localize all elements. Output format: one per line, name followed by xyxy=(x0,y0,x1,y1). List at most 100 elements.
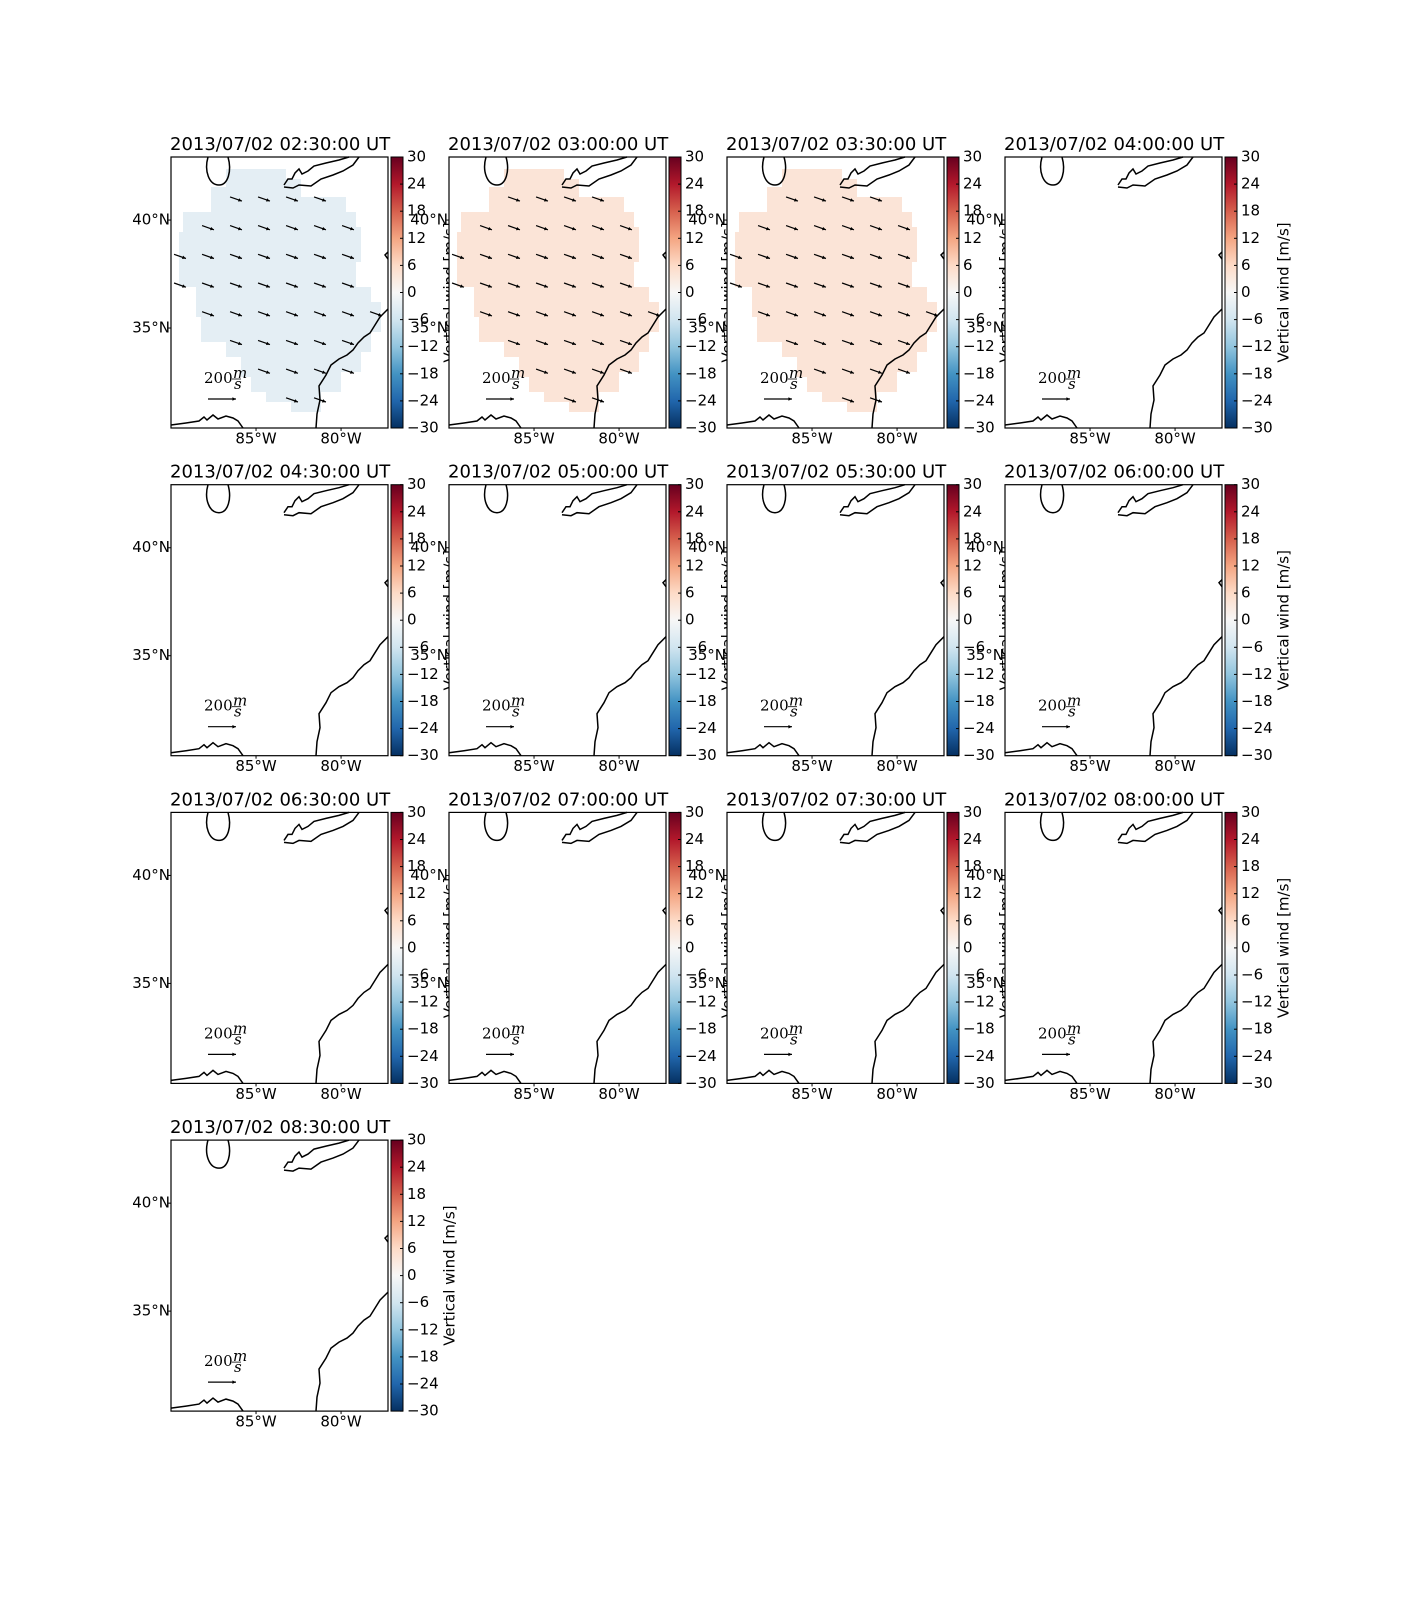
wind-arrow-head xyxy=(459,255,464,259)
coastline xyxy=(561,811,628,841)
colorbar-tick-label: 18 xyxy=(1241,857,1260,875)
field-region xyxy=(457,169,659,412)
coastline xyxy=(561,811,638,845)
coastline xyxy=(205,156,231,186)
quiver-key: 200 ms xyxy=(1038,364,1081,401)
wind-arrow xyxy=(869,339,883,346)
coastline xyxy=(315,1291,389,1412)
wind-arrow-head xyxy=(905,284,910,288)
wind-arrow xyxy=(285,253,299,260)
colorbar-tick-label: 12 xyxy=(685,229,704,247)
quiver-key-unit-denominator: s xyxy=(1068,703,1076,721)
quiver-key-arrow-head xyxy=(232,1052,236,1057)
wind-arrow xyxy=(313,397,327,403)
x-tick-label: 80°W xyxy=(320,757,362,775)
colorbar-tick-label: 12 xyxy=(685,557,704,575)
colorbar-tick-label: 24 xyxy=(407,1158,426,1176)
coastline xyxy=(283,811,360,845)
colorbar-tick-label: −18 xyxy=(407,692,439,710)
colorbar-tick-label: 24 xyxy=(1241,502,1260,520)
colorbar-tick-label: −18 xyxy=(407,1020,439,1038)
y-tick-label: 35°N xyxy=(966,646,1004,664)
quiver-key-arrow xyxy=(486,1052,514,1057)
coastline xyxy=(283,484,360,517)
wind-arrow xyxy=(341,339,355,346)
quiver-key-unit-numerator: m xyxy=(511,1019,525,1037)
y-tick-label: 35°N xyxy=(132,974,170,992)
wind-arrow-head xyxy=(265,284,270,288)
colorbar-tick-label: 30 xyxy=(1241,475,1260,493)
map-frame xyxy=(448,484,667,757)
map-background xyxy=(171,484,388,756)
quiver-key-unit-denominator: s xyxy=(512,1030,520,1048)
wind-arrow xyxy=(591,397,605,403)
coastline xyxy=(726,414,800,429)
coastline xyxy=(315,963,389,1084)
wind-arrow xyxy=(785,225,799,231)
wind-arrow-head xyxy=(209,284,214,288)
map-background xyxy=(1005,812,1222,1084)
wind-arrow-head xyxy=(487,226,492,231)
colorbar-tick-label: −24 xyxy=(407,1375,439,1393)
wind-arrow xyxy=(257,339,271,346)
wind-arrow xyxy=(813,282,827,288)
wind-arrow-head xyxy=(321,399,326,403)
y-tick-label: 35°N xyxy=(410,646,448,664)
colorbar-tick-label: 18 xyxy=(685,857,704,875)
quiver-key-value: 200 xyxy=(482,697,511,715)
colorbar-tick-label: 30 xyxy=(685,803,704,821)
wind-arrow-head xyxy=(265,313,270,317)
coastline xyxy=(384,579,389,588)
wind-arrow xyxy=(341,282,355,288)
colorbar-tick-label: 18 xyxy=(1241,529,1260,547)
colorbar-tick-label: −18 xyxy=(963,364,995,382)
colorbar-tick-label: 24 xyxy=(685,502,704,520)
wind-arrow-head xyxy=(209,313,214,317)
x-tick-label: 80°W xyxy=(320,430,362,448)
colorbar-tick-label: −24 xyxy=(685,391,717,409)
panel-title: 2013/07/02 05:30:00 UT xyxy=(726,462,947,483)
wind-arrow xyxy=(813,225,827,231)
wind-arrow xyxy=(897,282,911,288)
wind-arrow xyxy=(591,282,605,288)
colorbar-tick-label: 30 xyxy=(685,475,704,493)
wind-arrow xyxy=(591,225,605,231)
quiver-key-unit-denominator: s xyxy=(234,703,242,721)
wind-arrow-head xyxy=(849,341,854,346)
coastline xyxy=(761,484,787,514)
wind-arrow-head xyxy=(905,341,910,346)
wind-arrow-head xyxy=(877,198,882,202)
wind-arrow-head xyxy=(543,198,548,202)
colorbar-tick-label: −24 xyxy=(1241,719,1273,737)
quiver-key-unit-numerator: m xyxy=(1067,364,1081,382)
coastline xyxy=(1149,636,1223,756)
wind-arrow xyxy=(285,225,299,231)
coastline xyxy=(726,1069,800,1084)
wind-arrow-head xyxy=(849,226,854,231)
quiver-key-value: 200 xyxy=(204,697,233,715)
quiver-key-arrow xyxy=(208,1052,236,1057)
wind-arrow xyxy=(341,225,355,231)
colorbar-tick-label: −6 xyxy=(963,310,985,328)
colorbar-tick-label: 18 xyxy=(407,1185,426,1203)
field-region xyxy=(735,169,937,412)
wind-arrow xyxy=(201,311,215,317)
colorbar-tick-label: −6 xyxy=(685,310,707,328)
wind-arrow xyxy=(535,339,549,346)
colorbar-tick-label: −24 xyxy=(685,1047,717,1065)
wind-arrow-head xyxy=(877,226,882,231)
wind-arrow xyxy=(313,196,327,202)
coastline xyxy=(283,1139,360,1172)
wind-arrow-head xyxy=(599,370,604,374)
wind-arrow-head xyxy=(821,226,826,231)
map-frame xyxy=(448,811,667,1085)
wind-arrow xyxy=(313,282,327,288)
wind-arrow-head xyxy=(599,313,604,317)
wind-arrow-head xyxy=(237,284,242,288)
wind-arrow-head xyxy=(321,313,326,317)
wind-arrow-head xyxy=(821,255,826,259)
coastline xyxy=(871,636,945,756)
wind-arrow-head xyxy=(265,226,270,231)
wind-arrow-head xyxy=(543,341,548,346)
colorbar-tick-label: 30 xyxy=(407,475,426,493)
